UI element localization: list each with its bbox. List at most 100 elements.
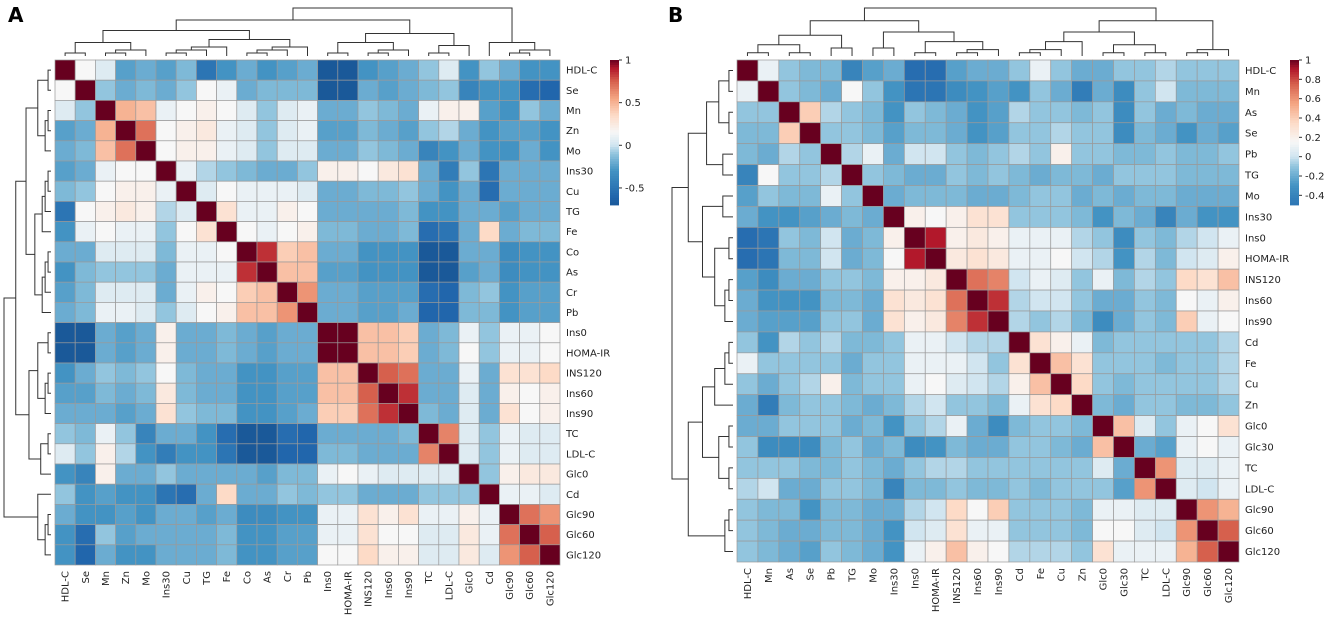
heatmap-cell [175,504,197,525]
heatmap-cell [966,122,989,145]
heatmap-cell [337,463,359,485]
colorbar-segment [610,125,619,129]
heatmap-cell [276,120,298,142]
heatmap-cell [478,504,500,525]
heatmap-cell [1154,206,1177,228]
heatmap-cell [539,241,561,263]
heatmap-cell [317,302,339,323]
heatmap-cell [862,122,884,145]
heatmap-cell [519,463,541,485]
heatmap-cell [499,362,520,384]
heatmap-cell [438,79,460,101]
colorbar-tick-label: 1 [625,56,631,67]
heatmap-cell [135,221,157,243]
heatmap-cell [1217,457,1240,479]
heatmap-cell [115,180,137,202]
heatmap-cell [820,143,842,165]
heatmap-cell [74,322,96,344]
heatmap-cell [276,362,298,384]
heatmap-cell [841,540,863,563]
heatmap-cell [778,289,801,312]
heatmap-cell [736,185,759,207]
heatmap-cell [115,79,137,101]
heatmap-cell [1154,352,1177,375]
heatmap-cell [778,164,801,186]
heatmap-cell [1175,415,1198,437]
heatmap-cell [74,221,96,243]
heatmap-cell [276,160,298,182]
heatmap-cell [398,120,419,142]
colorbar-segment [1290,163,1299,167]
column-label: Ins90 [994,568,1005,595]
heatmap-cell [276,322,298,344]
heatmap-cell [337,423,359,445]
heatmap-cell [317,120,339,142]
column-label: Se [806,568,817,581]
dendrogram-branch [208,39,291,47]
dendrogram-branch [292,7,513,43]
heatmap-cell [1092,164,1114,186]
heatmap-cell [987,352,1010,375]
heatmap-cell [54,180,76,202]
heatmap-cell [820,436,842,458]
heatmap-cell [757,477,780,500]
colorbar-segment [610,195,619,199]
heatmap-cell [987,164,1010,186]
heatmap-cell [216,100,238,121]
heatmap-cell [377,382,399,404]
colorbar-segment [1290,147,1299,150]
heatmap-cell [398,524,419,546]
heatmap-cell [54,362,76,384]
heatmap-cell [903,540,926,563]
heatmap-cell [1196,457,1219,479]
heatmap-cell [903,289,926,312]
heatmap-cell [1050,436,1073,458]
heatmap-cell [458,362,480,384]
heatmap-cell [1134,331,1156,354]
heatmap-cell [297,362,318,384]
heatmap-cell [820,226,842,249]
colorbar-segment [610,197,619,201]
heatmap-cell [337,140,359,162]
heatmap-cell [478,403,500,424]
heatmap-cell [820,59,842,82]
heatmap-cell [236,120,258,142]
heatmap-cell [155,79,177,101]
heatmap-cell [778,394,801,416]
column-label: Glc60 [1203,568,1214,597]
heatmap-cell [196,261,217,283]
heatmap-cell [216,201,238,222]
colorbar-tick-label: 1 [1305,56,1311,67]
heatmap-cell [736,457,759,479]
heatmap-cell [196,322,217,344]
column-label: Pb [827,568,838,580]
dendrogram-branch [428,52,450,56]
heatmap-cell [155,382,177,404]
colorbar-segment [610,178,619,182]
heatmap-cell [1092,122,1114,145]
column-label: Glc90 [1182,568,1193,597]
heatmap-cell [841,143,863,165]
dendrogram-branch [74,42,132,53]
heatmap-cell [1029,268,1052,291]
colorbar-segment [1290,108,1299,112]
heatmap-cell [903,80,926,103]
heatmap-cell [135,140,157,162]
heatmap-cell [135,342,157,364]
heatmap-cell [1008,352,1031,375]
colorbar-segment [1290,67,1299,71]
heatmap-cell [95,504,116,525]
heatmap-cell [799,540,822,563]
heatmap-cell [95,463,116,485]
heatmap-cell [778,519,801,542]
heatmap-cell [1008,143,1031,165]
heatmap-cell [883,436,905,458]
colorbar-segment [610,62,619,66]
heatmap-cell [1134,164,1156,186]
heatmap-cell [1092,101,1114,124]
heatmap-cell [1050,289,1073,312]
heatmap-cell [1175,289,1198,312]
heatmap-cell [115,281,137,303]
colorbar-segment [1290,103,1299,107]
